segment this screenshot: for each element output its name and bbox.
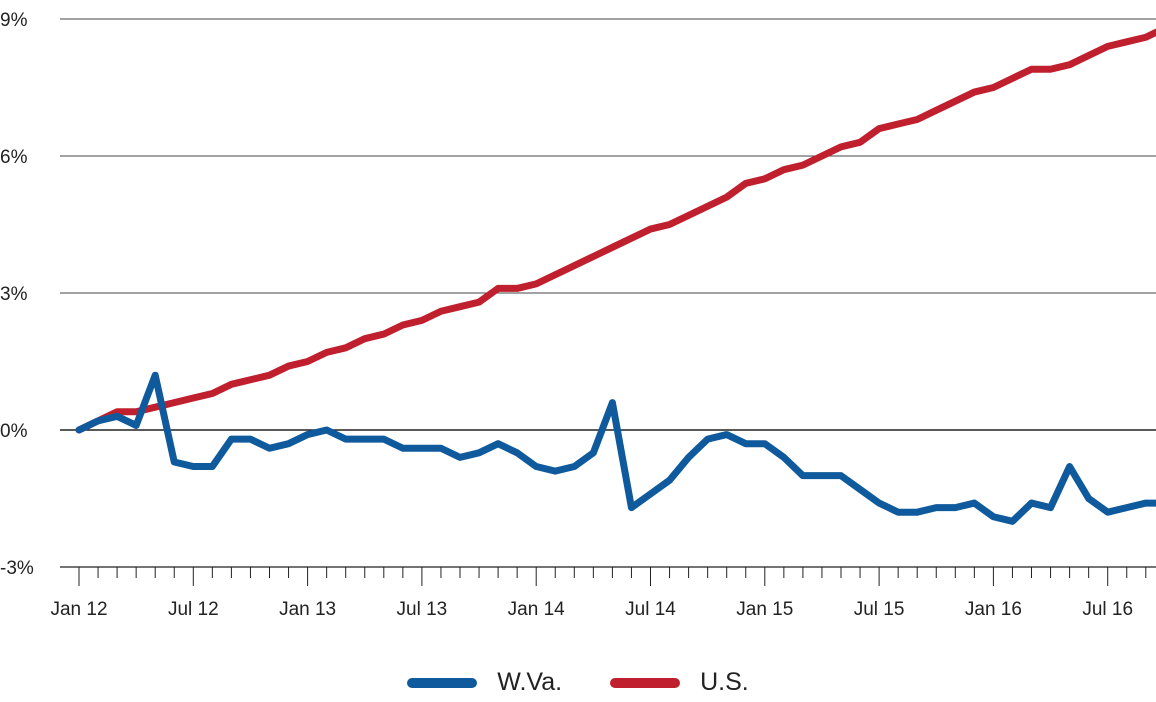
- x-tick-label: Jan 13: [279, 599, 336, 620]
- series-line-wva: [75, 371, 1156, 525]
- legend: W.Va. U.S.: [0, 668, 1156, 697]
- x-tick-label: Jan 14: [508, 599, 565, 620]
- gridlines: [60, 18, 1156, 431]
- legend-swatch-wva: [407, 677, 478, 688]
- x-tick-label: Jul 13: [397, 599, 448, 620]
- x-tick-label: Jan 15: [736, 599, 793, 620]
- legend-label-wva: W.Va.: [497, 668, 563, 696]
- y-tick-label: 3%: [0, 284, 28, 305]
- line-chart: 9%6%3%0%-3% Jan 12 Jul 12 Jan 13 Jul 13 Jan …: [0, 10, 1156, 620]
- x-tick-label: Jul 16: [1082, 599, 1133, 620]
- x-tick-label: Jan 16: [965, 599, 1022, 620]
- y-tick-label: 6%: [0, 147, 28, 168]
- x-axis: Jan 12 Jul 12 Jan 13 Jul 13 Jan 14 Jul 14 Jan …: [50, 566, 1156, 620]
- y-axis-tick-labels: 9% 6% 3% 0% -3%: [0, 10, 34, 579]
- x-tick-label: Jul 12: [168, 599, 219, 620]
- legend-label-us: U.S.: [700, 668, 749, 696]
- series-line-us: [75, 28, 1156, 434]
- x-tick-label: Jan 12: [50, 599, 107, 620]
- legend-item-us: U.S.: [610, 668, 749, 697]
- x-tick-label: Jul 14: [625, 599, 676, 620]
- y-tick-label: -3%: [0, 558, 34, 579]
- y-tick-label: 9%: [0, 10, 28, 31]
- y-tick-label: 0%: [0, 421, 28, 442]
- x-tick-label: Jul 15: [854, 599, 905, 620]
- legend-item-wva: W.Va.: [407, 668, 562, 697]
- series-lines: [75, 28, 1156, 525]
- legend-swatch-us: [610, 677, 681, 688]
